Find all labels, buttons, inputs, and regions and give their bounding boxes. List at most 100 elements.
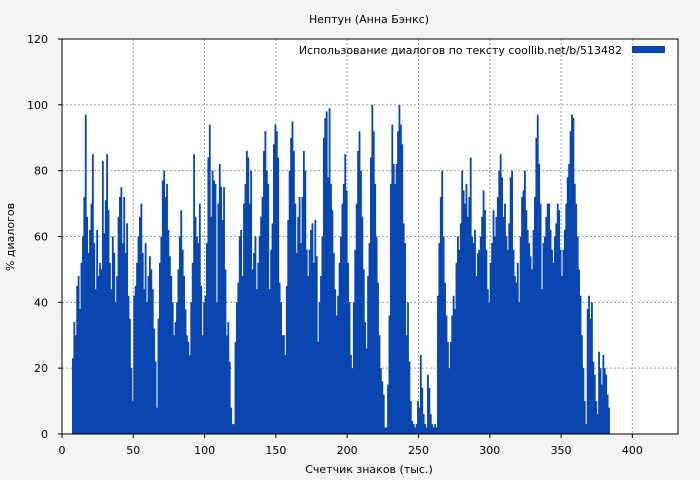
bar — [419, 355, 422, 434]
bar — [498, 170, 501, 434]
bar — [101, 160, 104, 434]
bar — [526, 229, 529, 434]
bar — [317, 341, 320, 434]
bar — [465, 183, 468, 434]
bar — [224, 269, 227, 434]
bar — [402, 223, 405, 434]
bar — [87, 252, 90, 434]
bar — [136, 262, 138, 434]
bar — [405, 335, 408, 434]
bar — [397, 131, 399, 434]
bar — [475, 276, 478, 434]
bar — [395, 164, 398, 435]
bar — [578, 269, 581, 434]
bar — [539, 203, 542, 434]
bar — [603, 368, 606, 434]
bar — [367, 276, 369, 434]
bar — [277, 157, 280, 434]
bar — [409, 401, 412, 434]
bar — [255, 289, 258, 434]
bar — [521, 197, 523, 434]
bar — [139, 216, 141, 434]
bar — [290, 137, 292, 434]
bar — [441, 170, 444, 434]
bar — [566, 177, 569, 434]
bar — [238, 236, 241, 434]
bar — [492, 210, 495, 434]
bar — [501, 177, 504, 434]
bar — [471, 236, 474, 434]
bar — [153, 328, 156, 434]
bar — [275, 131, 278, 434]
bar — [117, 216, 120, 434]
bar — [163, 170, 166, 434]
bar — [439, 197, 442, 434]
bar — [77, 276, 80, 434]
bar — [399, 124, 402, 434]
bar — [379, 368, 382, 434]
bar — [559, 249, 562, 434]
x-tick-label: 400 — [622, 444, 643, 457]
bar — [280, 302, 282, 434]
bar — [281, 335, 284, 434]
bar — [404, 243, 407, 434]
bar — [364, 322, 367, 434]
bar — [223, 187, 225, 434]
bar — [421, 387, 424, 434]
y-tick-label: 120 — [27, 33, 48, 46]
bar — [442, 236, 445, 434]
bar — [431, 424, 434, 434]
bar — [325, 111, 328, 435]
bar — [285, 285, 288, 434]
bar — [519, 236, 522, 434]
bar — [531, 269, 533, 434]
chart-title: Нептун (Анна Бэнкс) — [309, 13, 429, 26]
bar — [488, 302, 491, 434]
bar — [93, 243, 96, 434]
bar — [295, 252, 298, 434]
bar — [332, 252, 335, 434]
bar — [264, 131, 267, 434]
bar — [113, 252, 116, 434]
bar — [354, 249, 357, 434]
bar — [576, 236, 579, 434]
bar — [536, 114, 539, 434]
bar — [284, 355, 287, 434]
bar — [512, 249, 515, 434]
bar — [318, 302, 321, 434]
bar — [193, 154, 196, 435]
bar — [330, 183, 332, 434]
bar — [502, 216, 505, 434]
bar — [542, 243, 545, 434]
bar — [267, 183, 270, 434]
bar — [196, 236, 198, 434]
bar — [573, 183, 576, 434]
bar — [221, 220, 224, 434]
bar — [468, 197, 471, 434]
bar — [432, 427, 435, 434]
bar — [377, 282, 379, 434]
bar — [79, 308, 81, 434]
bar — [253, 252, 255, 434]
bar — [328, 108, 331, 434]
bar — [499, 154, 502, 435]
bar — [412, 424, 415, 434]
bar — [348, 302, 351, 434]
bar — [452, 295, 455, 434]
bar — [486, 289, 489, 434]
bar — [76, 285, 79, 434]
bar — [86, 216, 89, 434]
bar — [414, 427, 417, 434]
bar — [268, 289, 271, 434]
ticks: 0 20 40 60 80 100 120 0 50 100 150 200 250 300 350 400 — [27, 33, 643, 457]
bar — [334, 289, 337, 434]
bar — [160, 236, 163, 434]
bar — [375, 236, 378, 434]
bar — [514, 276, 516, 434]
bar — [158, 262, 161, 434]
bar — [103, 233, 106, 434]
bar — [154, 361, 157, 434]
bar — [322, 137, 325, 434]
bar — [233, 424, 235, 434]
bar — [225, 335, 228, 434]
